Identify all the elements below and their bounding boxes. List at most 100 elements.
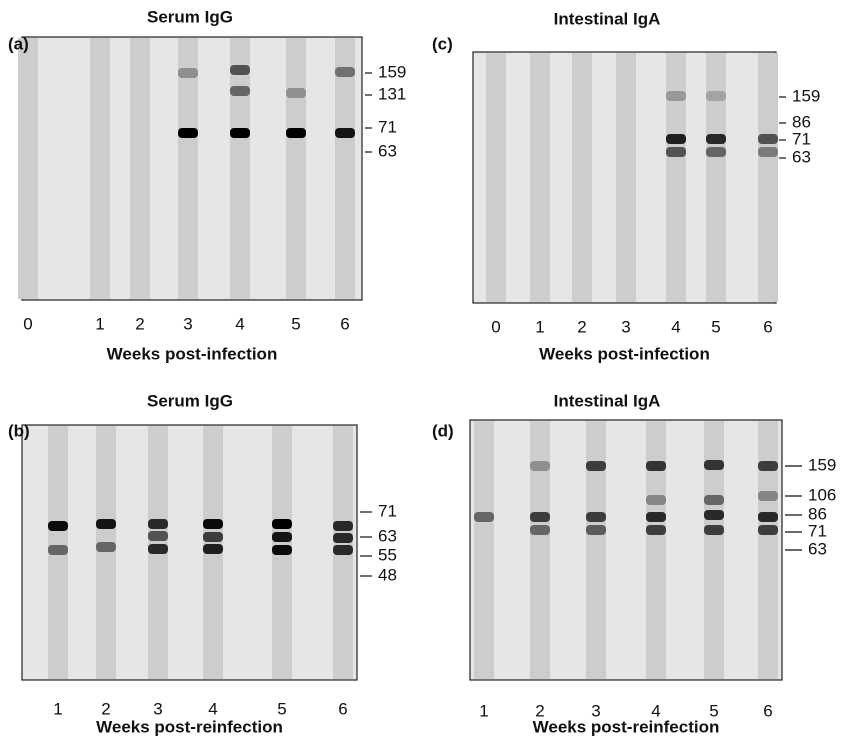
lane-strip — [586, 421, 606, 679]
band — [666, 91, 686, 101]
marker-label: 106 — [808, 485, 836, 504]
blot-background — [469, 419, 783, 681]
panel-title: Intestinal IgA — [554, 391, 661, 410]
band — [646, 461, 666, 471]
lane-label: 2 — [577, 317, 586, 336]
band — [272, 519, 292, 529]
lane-label: 4 — [208, 699, 217, 718]
lane-label: 4 — [235, 314, 244, 333]
lane-label: 4 — [651, 701, 660, 720]
band — [530, 461, 550, 471]
lane-label: 6 — [763, 317, 772, 336]
lane-strip — [335, 38, 355, 299]
band — [758, 134, 778, 144]
lane-strip — [90, 38, 110, 299]
band — [646, 525, 666, 535]
marker-label: 131 — [378, 84, 406, 103]
marker-label: 159 — [808, 455, 836, 474]
band — [203, 532, 223, 542]
lane-label: 6 — [338, 699, 347, 718]
lane-label: 1 — [95, 314, 104, 333]
lane-strip — [530, 421, 550, 679]
marker-label: 63 — [378, 141, 397, 160]
marker-label: 48 — [378, 565, 397, 584]
band — [333, 545, 353, 555]
band — [758, 525, 778, 535]
band — [530, 512, 550, 522]
band — [586, 461, 606, 471]
lane-strip — [18, 38, 38, 299]
lane-label: 2 — [535, 701, 544, 720]
lane-strip — [130, 38, 150, 299]
lane-strip — [646, 421, 666, 679]
band — [646, 512, 666, 522]
marker-label: 71 — [792, 129, 811, 148]
lane-strip — [666, 53, 686, 302]
lane-label: 6 — [763, 701, 772, 720]
band — [148, 544, 168, 554]
band — [706, 147, 726, 157]
band — [758, 147, 778, 157]
lane-strip — [572, 53, 592, 302]
band — [335, 128, 355, 138]
lane-label: 0 — [491, 317, 500, 336]
lane-strip — [486, 53, 506, 302]
marker-label: 63 — [792, 147, 811, 166]
band — [530, 525, 550, 535]
lane-strip — [286, 38, 306, 299]
band — [96, 542, 116, 552]
band — [666, 147, 686, 157]
lane-label: 2 — [101, 699, 110, 718]
band — [706, 91, 726, 101]
marker-label: 86 — [792, 112, 811, 131]
band — [230, 86, 250, 96]
band — [646, 495, 666, 505]
band — [48, 521, 68, 531]
band — [230, 65, 250, 75]
panel-label: (b) — [8, 421, 30, 440]
panel-label: (c) — [432, 34, 453, 53]
panel-label: (a) — [8, 34, 29, 53]
lane-strip — [96, 426, 116, 679]
band — [704, 510, 724, 520]
lane-label: 3 — [153, 699, 162, 718]
band — [230, 128, 250, 138]
band — [148, 531, 168, 541]
band — [203, 519, 223, 529]
panel-title: Serum IgG — [147, 391, 233, 410]
lane-label: 2 — [135, 314, 144, 333]
band — [704, 525, 724, 535]
band — [333, 533, 353, 543]
band — [203, 544, 223, 554]
band — [178, 68, 198, 78]
x-axis-label: Weeks post-infection — [539, 344, 710, 363]
lane-label: 1 — [479, 701, 488, 720]
lane-strip — [704, 421, 724, 679]
lane-label: 5 — [277, 699, 286, 718]
band — [666, 134, 686, 144]
marker-label: 71 — [378, 501, 397, 520]
lane-label: 1 — [535, 317, 544, 336]
band — [333, 521, 353, 531]
band — [704, 460, 724, 470]
band — [148, 519, 168, 529]
band — [272, 532, 292, 542]
marker-label: 55 — [378, 545, 397, 564]
marker-label: 63 — [808, 539, 827, 558]
lane-label: 5 — [291, 314, 300, 333]
lane-strip — [758, 421, 778, 679]
band — [706, 134, 726, 144]
band — [586, 512, 606, 522]
band — [96, 519, 116, 529]
lane-strip — [758, 53, 778, 302]
x-axis-label: Weeks post-reinfection — [96, 717, 283, 736]
marker-label: 63 — [378, 526, 397, 545]
blot-background — [21, 424, 358, 681]
band — [474, 512, 494, 522]
band — [286, 128, 306, 138]
band — [178, 128, 198, 138]
marker-label: 71 — [378, 117, 397, 136]
lane-label: 3 — [183, 314, 192, 333]
band — [48, 545, 68, 555]
